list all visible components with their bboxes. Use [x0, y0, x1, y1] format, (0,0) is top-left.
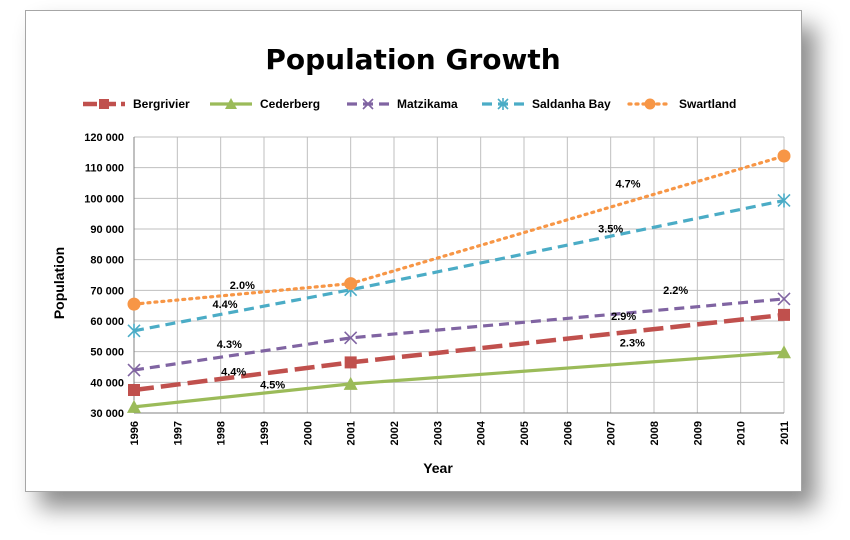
y-tick-label: 70 000 — [90, 285, 124, 297]
legend-marker — [99, 99, 109, 109]
data-point-swartland — [344, 277, 358, 291]
legend-label: Saldanha Bay — [532, 97, 611, 111]
legend-item-cederberg: Cederberg — [210, 97, 320, 111]
x-tick-label: 2001 — [346, 421, 358, 445]
legend-label: Swartland — [679, 97, 736, 111]
series-line-saldanha-bay — [133, 198, 785, 333]
legend-label: Cederberg — [260, 97, 320, 111]
series-swartland — [127, 149, 791, 311]
chart-title: Population Growth — [265, 43, 560, 76]
growth-rate-label: 2.9% — [611, 311, 636, 323]
data-point-cederberg — [127, 399, 141, 413]
x-tick-label: 2008 — [649, 421, 661, 445]
data-point-bergrivier — [344, 356, 357, 369]
growth-rate-label: 4.3% — [217, 339, 242, 351]
data-point-saldanha-bay — [777, 193, 791, 208]
y-tick-label: 110 000 — [85, 163, 124, 175]
data-point-matzikama — [777, 292, 791, 306]
x-tick-label: 2005 — [519, 421, 531, 445]
data-point-matzikama — [344, 331, 358, 345]
population-growth-chart: Population Growth 30 000 40 000 50 000 60 0… — [51, 43, 791, 476]
legend-item-bergrivier: Bergrivier — [83, 97, 190, 111]
grid-lines — [133, 136, 785, 414]
data-point-swartland — [127, 297, 141, 311]
legend-item-matzikama: Matzikama — [347, 97, 458, 111]
growth-rate-label: 3.5% — [598, 224, 623, 236]
legend-label: Bergrivier — [133, 97, 190, 111]
x-tick-label: 1999 — [259, 421, 271, 445]
data-point-cederberg — [343, 376, 358, 390]
data-point-bergrivier — [778, 308, 790, 321]
x-tick-label: 2002 — [389, 421, 401, 445]
legend-marker — [225, 98, 237, 109]
x-tick-label: 2000 — [302, 421, 314, 445]
series-line-bergrivier — [133, 312, 785, 393]
series-matzikama — [127, 292, 791, 377]
series-saldanha-bay — [127, 193, 791, 338]
x-tick-label: 2010 — [736, 421, 748, 445]
chart-card: Population Growth 30 000 40 000 50 000 60 0… — [25, 10, 802, 492]
x-tick-label: 1996 — [129, 421, 141, 445]
y-tick-label: 120 000 — [84, 132, 124, 144]
x-axis-title: Year — [423, 460, 453, 476]
x-tick-label: 1997 — [172, 421, 184, 445]
legend-item-saldanha-bay: Saldanha Bay — [482, 97, 611, 111]
x-tick-label: 2004 — [476, 420, 488, 445]
y-tick-label: 40 000 — [90, 377, 124, 389]
y-tick-label: 80 000 — [90, 255, 124, 267]
growth-rate-label: 2.0% — [230, 280, 255, 292]
y-tick-label: 100 000 — [84, 193, 124, 205]
axes: 30 000 40 000 50 000 60 000 70 000 80 000 90 0… — [84, 132, 791, 445]
series-line-matzikama — [133, 297, 785, 372]
x-tick-label: 2007 — [606, 421, 618, 445]
y-tick-label: 90 000 — [90, 224, 124, 236]
x-tick-label: 2009 — [692, 421, 704, 445]
y-tick-label: 60 000 — [90, 316, 124, 328]
legend-label: Matzikama — [397, 97, 458, 111]
growth-rate-label: 2.3% — [620, 337, 645, 349]
series-layer — [127, 149, 791, 413]
data-point-bergrivier — [128, 384, 140, 396]
x-tick-label: 1998 — [216, 421, 228, 445]
growth-rate-label: 4.5% — [260, 379, 285, 391]
y-tick-label: 50 000 — [90, 347, 124, 359]
growth-rate-label: 4.4% — [212, 299, 237, 311]
x-tick-label: 2003 — [432, 421, 444, 445]
series-cederberg — [127, 345, 791, 413]
legend: Bergrivier Cederberg Matzikama Saldanha Bay… — [83, 97, 736, 111]
growth-rate-label: 4.4% — [221, 367, 246, 379]
growth-rate-label: 4.7% — [615, 179, 640, 191]
data-labels: 2.0% 4.4% 4.3% 4.4% 4.5% 4.7% 3.5% 2.2% 2.9% 2.3% — [212, 179, 688, 392]
legend-item-swartland: Swartland — [627, 97, 736, 111]
growth-rate-label: 2.2% — [663, 285, 688, 297]
series-bergrivier — [128, 308, 790, 396]
data-point-swartland — [777, 149, 791, 163]
x-tick-label: 2011 — [779, 421, 791, 445]
data-point-matzikama — [127, 363, 141, 377]
y-axis-title: Population — [51, 247, 67, 319]
y-tick-label: 30 000 — [90, 408, 124, 420]
legend-marker — [497, 98, 509, 110]
legend-marker — [644, 98, 656, 110]
legend-marker — [362, 98, 374, 110]
data-point-cederberg — [777, 345, 791, 359]
x-tick-label: 2006 — [562, 421, 574, 445]
data-point-saldanha-bay — [127, 323, 141, 338]
